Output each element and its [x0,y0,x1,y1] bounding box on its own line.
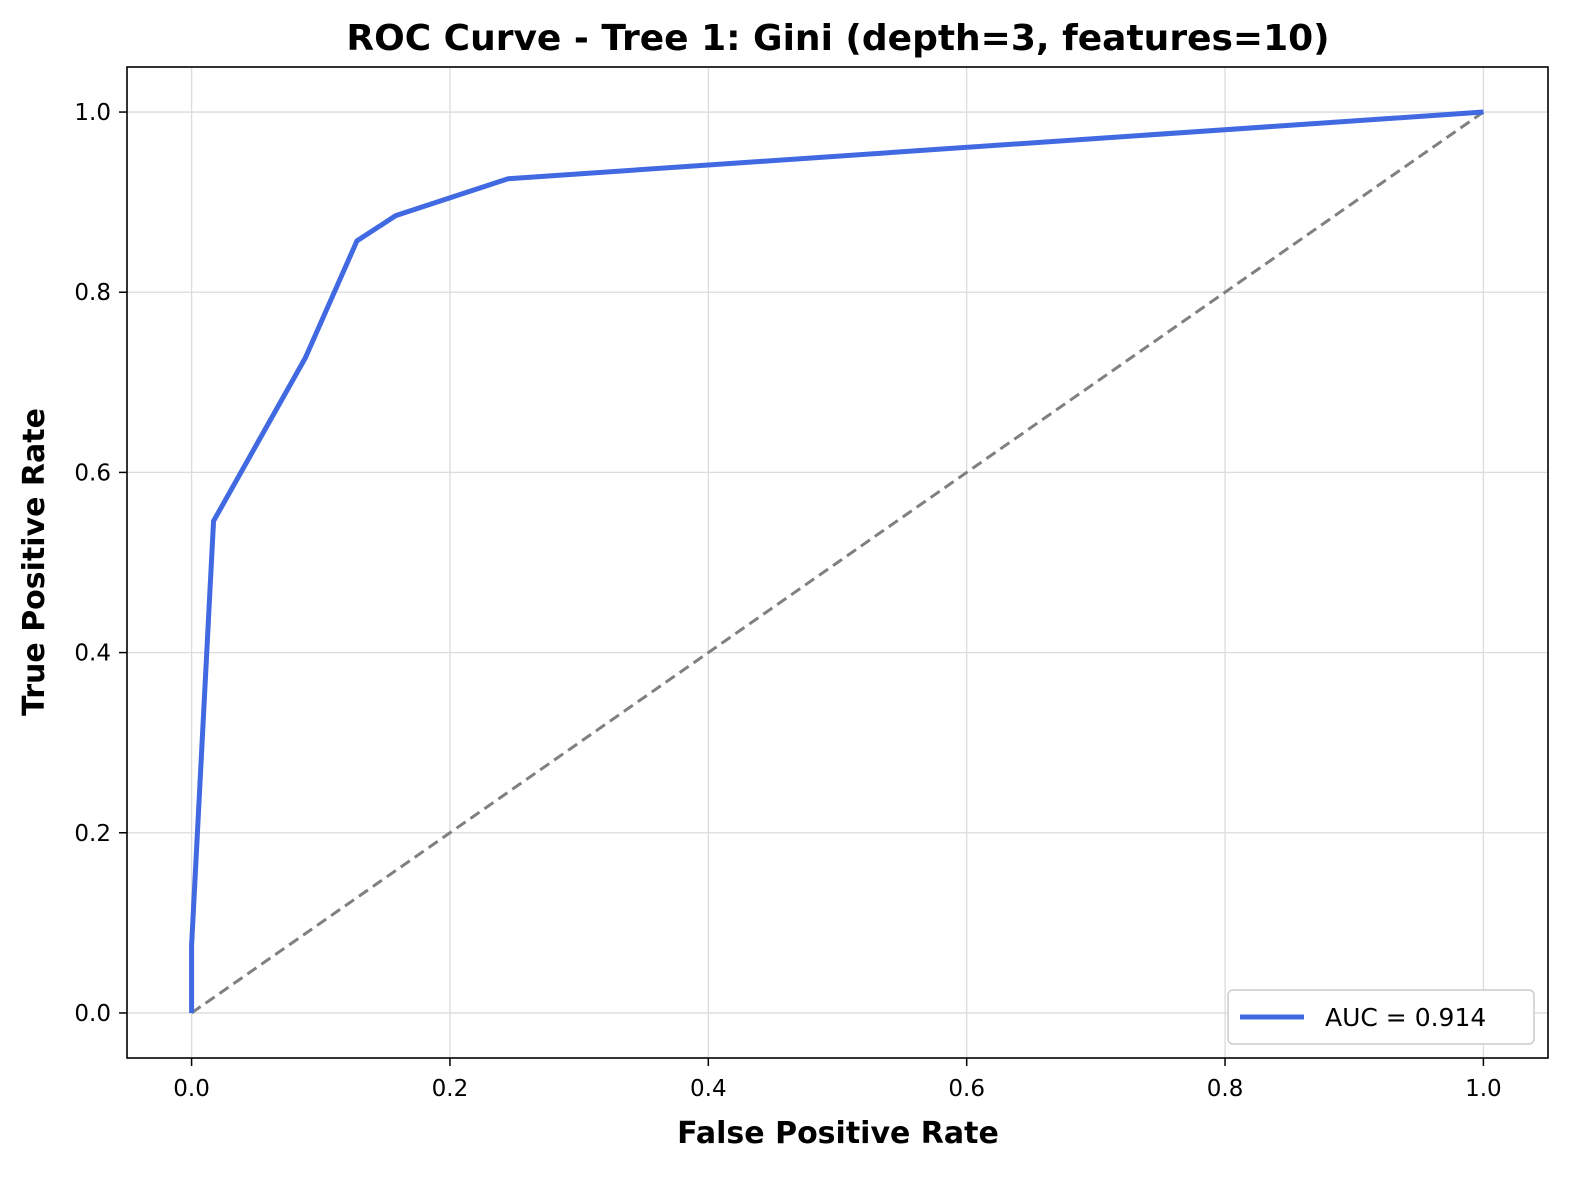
plot-frame [126,66,1549,1059]
x-tick-label: 0.0 [173,1076,210,1102]
legend: AUC = 0.914 [1227,989,1535,1045]
legend-box [1227,989,1535,1045]
legend-label: AUC = 0.914 [1325,1003,1486,1032]
chance-diagonal-line [190,110,1485,1015]
x-tick-label: 0.4 [690,1076,727,1102]
roc-curve-line [189,109,1484,1013]
y-tick-label: 0.2 [74,821,111,847]
x-tick-label: 0.2 [432,1076,469,1102]
y-axis-label: True Positive Rate [17,408,52,716]
y-tick-label: 0.8 [74,280,111,306]
chart-title: ROC Curve - Tree 1: Gini (depth=3, featu… [346,18,1329,59]
grid [127,67,1548,1058]
x-tick-label: 0.8 [1207,1076,1244,1102]
series-layer [189,109,1485,1015]
x-axis-label: False Positive Rate [677,1116,999,1151]
y-tick-label: 0.0 [74,1001,111,1027]
y-tick-label: 0.6 [74,460,111,486]
x-tick-label: 1.0 [1465,1076,1502,1102]
x-tick-label: 0.6 [948,1076,985,1102]
y-tick-label: 0.4 [74,641,111,667]
y-tick-label: 1.0 [74,100,111,126]
ticks: 0.0 0.2 0.4 0.6 0.8 1.0 0.0 0.2 0.4 0.6 0.8 1.0 [74,100,1501,1102]
